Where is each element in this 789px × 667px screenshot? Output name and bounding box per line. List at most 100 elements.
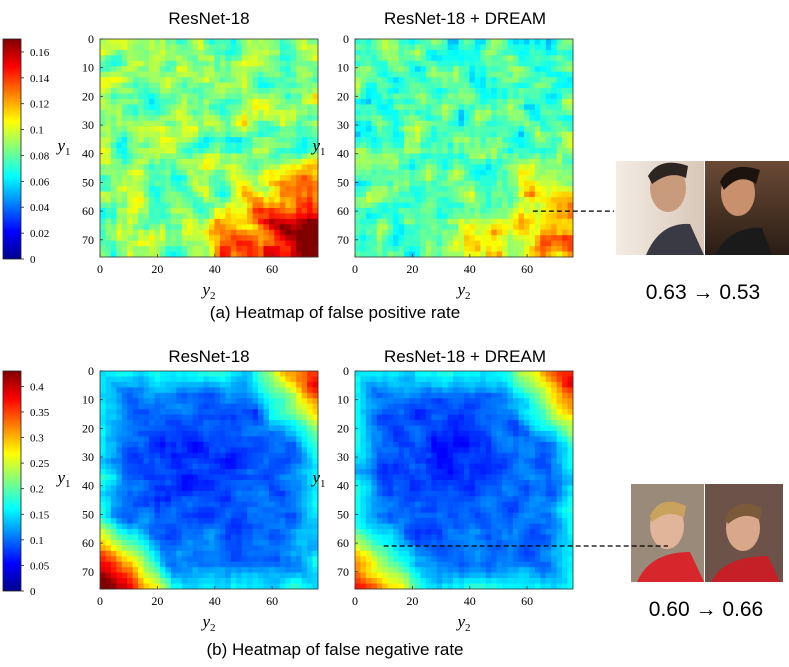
heatmap-cell [214, 218, 221, 225]
heatmap-cell [192, 392, 199, 399]
heatmap-cell [149, 164, 155, 171]
heatmap-cell [518, 93, 525, 100]
heatmap-cell [181, 137, 188, 143]
heatmap-cell [165, 550, 172, 557]
heatmap-cell [219, 539, 226, 546]
heatmap-cell [132, 148, 139, 154]
heatmap-cell [376, 175, 383, 182]
heatmap-cell [431, 180, 438, 187]
heatmap-cell [296, 213, 302, 220]
heatmap-cell [241, 518, 248, 524]
heatmap-cell [398, 137, 405, 143]
heatmap-cell [393, 207, 399, 214]
heatmap-cell [187, 158, 193, 165]
heatmap-cell [420, 213, 427, 220]
heatmap-cell [296, 387, 302, 394]
heatmap-cell [236, 49, 243, 56]
heatmap-cell [436, 137, 443, 143]
heatmap-cell [170, 153, 177, 160]
heatmap-cell [258, 420, 264, 426]
heatmap-cell [285, 414, 292, 421]
heatmap-cell [485, 115, 492, 122]
heatmap-cell [274, 447, 281, 454]
heatmap-cell [225, 246, 232, 252]
heatmap-cell [247, 523, 253, 530]
colorbar-tick-label: 0.3 [30, 433, 44, 445]
heatmap-cell [225, 447, 232, 454]
heatmap-cell [247, 425, 253, 432]
heatmap-cell [214, 39, 221, 45]
heatmap-cell [365, 93, 372, 100]
heatmap-cell [121, 148, 128, 154]
heatmap-cell [159, 213, 166, 220]
heatmap-cell [165, 207, 172, 214]
heatmap-cell [192, 186, 199, 192]
heatmap-cell [252, 529, 259, 535]
caption-a: (a) Heatmap of false positive rate [210, 303, 460, 322]
heatmap-cell [230, 539, 237, 546]
heatmap-cell [230, 82, 237, 89]
heatmap-cell [230, 430, 237, 437]
heatmap-cell [523, 44, 530, 51]
heatmap-cell [307, 447, 313, 454]
heatmap-cell [307, 409, 313, 415]
heatmap-cell [170, 213, 177, 220]
heatmap-cell [393, 158, 399, 165]
heatmap-cell [382, 60, 389, 67]
heatmap-cell [496, 251, 503, 258]
heatmap-cell [502, 246, 508, 252]
heatmap-cell [285, 120, 292, 127]
heatmap-cell [100, 115, 106, 122]
heatmap-cell [219, 131, 226, 138]
heatmap-cell [116, 469, 123, 475]
heatmap-cell [382, 55, 389, 62]
heatmap-cell [181, 420, 188, 426]
heatmap-cell [105, 425, 112, 432]
heatmap-cell [247, 545, 253, 552]
heatmap-cell [138, 180, 144, 187]
heatmap-cell [268, 126, 275, 132]
heatmap-cell [307, 501, 313, 508]
heatmap-cell [187, 376, 193, 383]
heatmap-cell [247, 44, 253, 51]
heatmap-cell [176, 148, 183, 154]
heatmap-cell [360, 71, 367, 78]
heatmap-cell [225, 480, 232, 486]
heatmap-cell [121, 550, 128, 557]
heatmap-cell [116, 218, 123, 225]
heatmap-cell [513, 109, 519, 116]
heatmap-cell [312, 109, 319, 116]
heatmap-cell [371, 93, 378, 100]
heatmap-cell [181, 469, 188, 475]
heatmap-cell [149, 109, 155, 116]
heatmap-cell [545, 137, 552, 143]
heatmap-cell [127, 474, 134, 481]
heatmap-cell [209, 392, 215, 399]
x-tick-label: 0 [352, 262, 358, 276]
heatmap-cell [398, 251, 405, 258]
heatmap-cell [225, 403, 232, 410]
heatmap-cell [414, 39, 421, 45]
heatmap-cell [420, 169, 427, 176]
heatmap-cell [143, 507, 150, 514]
heatmap-cell [534, 169, 541, 176]
heatmap-cell [198, 501, 204, 508]
heatmap-cell [187, 534, 193, 541]
heatmap-cell [159, 376, 166, 383]
heatmap-cell [545, 169, 552, 176]
heatmap-cell [219, 202, 226, 209]
heatmap-cell [523, 153, 530, 160]
heatmap-cell [121, 191, 128, 198]
heatmap-cell [545, 120, 552, 127]
heatmap-cell [138, 175, 144, 182]
heatmap-cell [398, 246, 405, 252]
heatmap-cell [252, 545, 259, 552]
heatmap-cell [398, 158, 405, 165]
heatmap-cell [365, 191, 372, 198]
heatmap-cell [127, 39, 134, 45]
heatmap-cell [214, 213, 221, 220]
heatmap-cell [127, 246, 134, 252]
heatmap-cell [132, 77, 139, 83]
heatmap-cell [371, 202, 378, 209]
heatmap-cell [447, 109, 454, 116]
